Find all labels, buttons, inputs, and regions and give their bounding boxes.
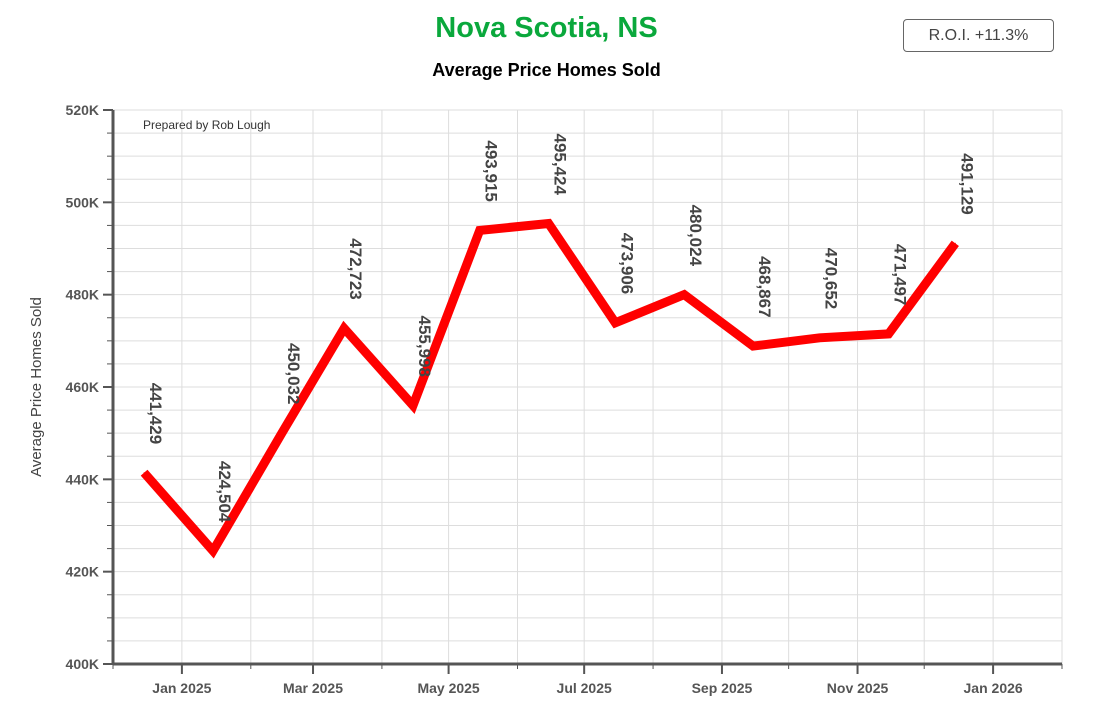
data-point <box>212 550 214 552</box>
data-point <box>954 242 956 244</box>
data-label: 441,429 <box>146 383 165 444</box>
x-tick-label: May 2025 <box>417 680 479 696</box>
y-tick-label: 500K <box>66 194 99 210</box>
data-point <box>548 222 550 224</box>
x-tick-label: Jan 2026 <box>964 680 1023 696</box>
data-label: 424,504 <box>215 461 234 523</box>
chart-subtitle: Average Price Homes Sold <box>432 60 661 80</box>
y-tick-label: 440K <box>66 471 99 487</box>
data-label: 493,915 <box>482 140 501 201</box>
data-point <box>683 294 685 296</box>
data-label: 470,652 <box>822 248 841 309</box>
data-label: 455,998 <box>415 316 434 377</box>
data-label: 473,906 <box>617 233 636 294</box>
x-tick-label: Jan 2025 <box>152 680 211 696</box>
y-tick-label: 520K <box>66 102 99 118</box>
data-point <box>412 404 414 406</box>
y-tick-label: 420K <box>66 564 99 580</box>
data-point <box>281 432 283 434</box>
data-point <box>343 327 345 329</box>
data-point <box>888 333 890 335</box>
axis-ticks: 400K 420K 440K 460K 480K 500K 520K Jan 2025 Mar … <box>66 102 1063 696</box>
data-point <box>819 337 821 339</box>
data-point <box>143 472 145 474</box>
data-label: 468,867 <box>755 256 774 317</box>
y-tick-label: 460K <box>66 379 99 395</box>
data-label: 450,032 <box>284 343 303 404</box>
data-label: 471,497 <box>891 244 910 305</box>
x-tick-label: Mar 2025 <box>283 680 343 696</box>
data-series <box>140 218 959 559</box>
x-tick-label: Nov 2025 <box>827 680 889 696</box>
y-tick-label: 400K <box>66 656 99 672</box>
data-labels: 441,429 424,504 450,032 472,723 455,998 493,9… <box>146 134 976 523</box>
data-point <box>614 322 616 324</box>
x-tick-label: Sep 2025 <box>692 680 753 696</box>
prepared-by-note: Prepared by Rob Lough <box>143 118 270 132</box>
y-axis-title: Average Price Homes Sold <box>28 297 45 477</box>
data-point <box>752 345 754 347</box>
x-tick-label: Jul 2025 <box>557 680 612 696</box>
data-label: 480,024 <box>686 205 705 267</box>
data-label: 495,424 <box>551 134 570 196</box>
chart-title: Nova Scotia, NS <box>435 12 658 44</box>
y-tick-label: 480K <box>66 287 99 303</box>
data-label: 472,723 <box>346 238 365 299</box>
roi-badge: R.O.I. +11.3% <box>903 19 1054 52</box>
data-point <box>479 229 481 231</box>
chart-grid <box>112 109 1063 665</box>
data-label: 491,129 <box>957 153 976 214</box>
